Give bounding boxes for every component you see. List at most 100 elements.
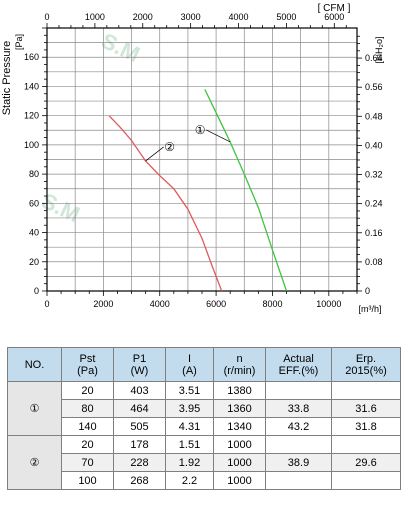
top-tick-label: 2000 [133,12,153,22]
right-tick-label: 0 [365,286,370,296]
table-row: ① 20 403 3.51 1380 [7,381,401,436]
y-tick-label: 100 [24,140,39,150]
cell-erp: 29.6 [331,453,401,472]
cell-eff: 33.8 [265,399,332,418]
series-line-2 [108,115,223,292]
cell-pst: 140 [61,417,114,436]
cell-pst: 70 [61,453,114,472]
right-tick-label: 0.16 [365,228,383,238]
fan-performance-chart: S.M S.M 0 2000 4000 6000 8000 100000204060801… [1,3,384,314]
cell-pst: 100 [61,471,114,490]
x-tick-label: 10000 [316,299,341,309]
table-row: 80 464 3.95 1360 33.8 31.6 [8,399,401,418]
y-tick-label: 140 [24,81,39,91]
x-tick-label: 8000 [262,299,282,309]
right-tick-label: 0.56 [365,82,383,92]
col-header-p1: P1 (W) [113,347,166,382]
table-row: 100 268 2.2 1000 [8,471,401,490]
cell-speed: 1000 [213,471,266,490]
right-tick-label: 0.40 [365,140,383,150]
right-tick-label: 0.24 [365,199,383,209]
col-header-no: NO. [7,347,62,382]
y-axis-title: Static Pressure [1,41,13,116]
cell-current: 4.31 [165,417,214,436]
cell-p1: 228 [113,453,166,472]
x-tick-label: 2000 [93,299,113,309]
cell-eff [265,471,332,490]
right-tick-label: 0.48 [365,111,383,121]
cell-erp [331,435,401,454]
cell-p1: 505 [113,417,166,436]
row-group-label: ② [7,435,62,490]
cell-current: 2.2 [165,471,214,490]
row-group-label: ① [7,381,62,436]
top-tick-label: 5000 [276,12,296,22]
chart-labels: 0 2000 4000 6000 8000 10000020406080100120140… [24,12,383,309]
x-tick-label: 4000 [150,299,170,309]
series-callout-label: ② [164,140,175,154]
cell-current: 1.51 [165,435,214,454]
cell-pst: 20 [61,435,114,454]
performance-table: NO. Pst (Pa) P1 (W) I (A) n (r/min) Actual EF… [7,347,401,490]
right-axis-title: [inH₂o] [374,36,384,63]
cell-current: 3.95 [165,399,214,418]
right-tick-label: 0.64 [365,53,383,63]
col-header-actual-eff: Actual EFF.(%) [265,347,332,382]
top-tick-label: 0 [44,12,49,22]
cell-p1: 268 [113,471,166,490]
y-tick-label: 60 [29,198,39,208]
cell-eff [265,435,332,454]
x-axis-unit: [m³/h] [358,304,381,314]
cell-eff [265,381,332,400]
y-axis-unit: [Pa] [14,34,24,50]
top-tick-label: 6000 [324,12,344,22]
cell-speed: 1360 [213,399,266,418]
chart-grid [47,28,357,291]
y-tick-label: 40 [29,228,39,238]
y-tick-label: 160 [24,52,39,62]
series-callout-label: ① [195,123,206,137]
top-tick-label: 4000 [229,12,249,22]
table-header-row: NO. Pst (Pa) P1 (W) I (A) n (r/min) Actual EF… [7,347,401,382]
y-tick-label: 20 [29,257,39,267]
watermark-text: S.M [98,28,144,67]
cell-speed: 1000 [213,453,266,472]
cell-erp [331,381,401,400]
col-header-erp: Erp. 2015(%) [331,347,401,382]
x-tick-label: 0 [44,299,49,309]
cell-pst: 20 [61,381,114,400]
col-header-speed: n (r/min) [213,347,266,382]
chart-series [108,89,288,292]
series-callout-line [145,146,164,162]
top-tick-label: 1000 [85,12,105,22]
top-tick-label: 3000 [181,12,201,22]
cell-erp [331,471,401,490]
cell-erp: 31.8 [331,417,401,436]
right-tick-label: 0.08 [365,257,383,267]
series-line-1 [204,89,288,292]
y-tick-label: 80 [29,169,39,179]
col-header-current: I (A) [165,347,214,382]
cell-current: 3.51 [165,381,214,400]
cell-p1: 178 [113,435,166,454]
table-row: 70 228 1.92 1000 38.9 29.6 [8,453,401,472]
cell-p1: 403 [113,381,166,400]
watermark-text: S.M [38,188,84,227]
cell-pst: 80 [61,399,114,418]
plot-frame [46,27,358,292]
right-tick-label: 0.32 [365,170,383,180]
y-tick-label: 0 [34,286,39,296]
table-row: 140 505 4.31 1340 43.2 31.8 [8,417,401,436]
top-axis-title: [ CFM ] [318,3,351,14]
cell-speed: 1380 [213,381,266,400]
y-tick-label: 120 [24,111,39,121]
cell-speed: 1340 [213,417,266,436]
cell-p1: 464 [113,399,166,418]
table-row: ② 20 178 1.51 1000 [7,435,401,490]
cell-current: 1.92 [165,453,214,472]
x-tick-label: 6000 [206,299,226,309]
cell-eff: 43.2 [265,417,332,436]
cell-speed: 1000 [213,435,266,454]
cell-eff: 38.9 [265,453,332,472]
col-header-pst: Pst (Pa) [61,347,114,382]
